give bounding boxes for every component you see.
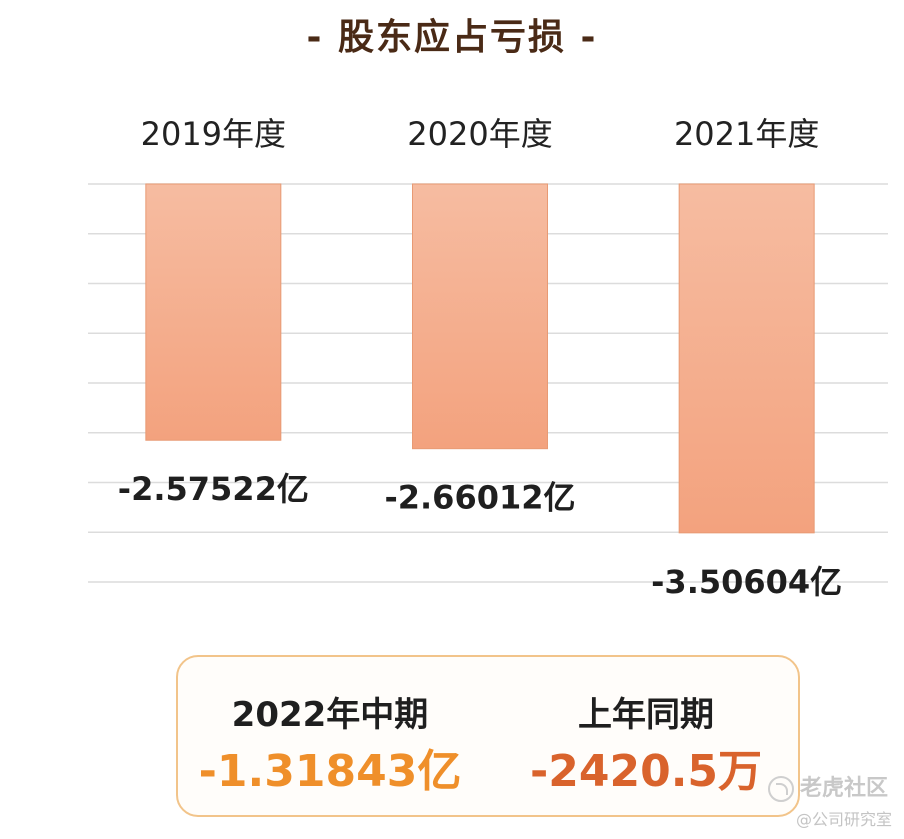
watermark-company: @公司研究室 (795, 810, 892, 829)
bar-chart: 2019年度 2020年度 2021年度 -2.57522亿 -2.66012亿 -3.… (88, 115, 888, 601)
watermark-tiger: 老虎社区 (767, 770, 888, 802)
category-labels: 2019年度 2020年度 2021年度 (141, 115, 820, 153)
value-labels: -2.57522亿 -2.66012亿 -3.50604亿 (118, 470, 842, 601)
bar-2021年度 (678, 183, 815, 534)
previous-period-label: 上年同期 (578, 695, 714, 735)
category-label: 2019年度 (141, 115, 286, 153)
current-period-label: 2022年中期 (231, 695, 429, 735)
category-label: 2021年度 (674, 115, 819, 153)
category-label: 2020年度 (407, 115, 552, 153)
chart-title: - 股东应占亏损 - (306, 17, 598, 58)
value-label: -2.57522亿 (118, 470, 309, 508)
bar-2019年度 (145, 183, 282, 441)
bar-2020年度 (412, 183, 548, 450)
summary-box: 2022年中期 -1.31843亿 上年同期 -2420.5万 (176, 655, 800, 817)
tiger-logo-icon (767, 776, 794, 802)
value-label: -3.50604亿 (651, 563, 842, 601)
value-label: -2.66012亿 (384, 479, 575, 517)
bars (145, 183, 815, 534)
current-period-value: -1.31843亿 (198, 746, 462, 797)
previous-period-value: -2420.5万 (529, 746, 763, 797)
watermark-tiger-text: 老虎社区 (799, 776, 888, 801)
